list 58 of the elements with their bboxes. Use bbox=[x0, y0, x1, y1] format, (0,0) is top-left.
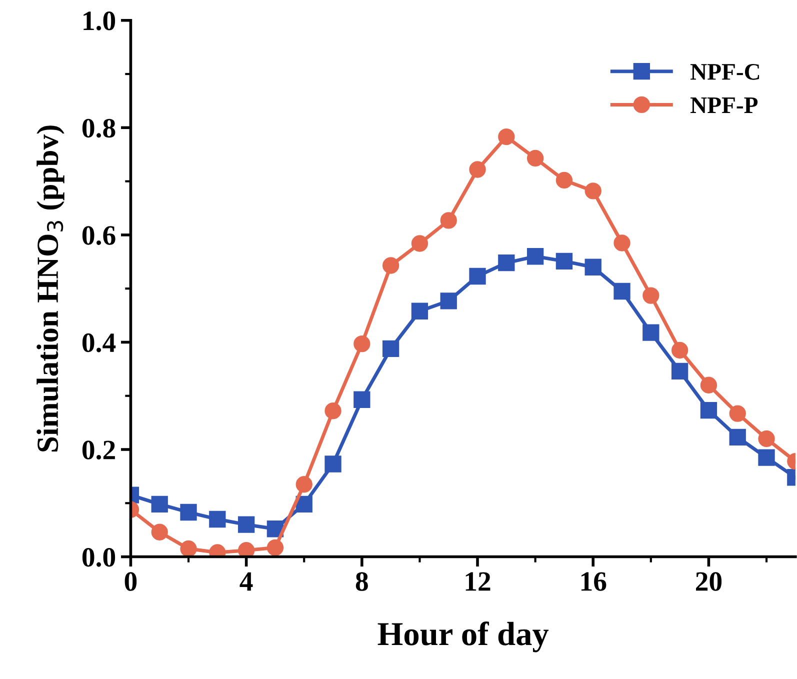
x-tick-label: 8 bbox=[356, 572, 368, 591]
x-axis-title: Hour of day bbox=[378, 622, 549, 652]
x-tick-label: 12 bbox=[466, 572, 490, 591]
point bbox=[296, 496, 312, 513]
x-tick-label: 4 bbox=[240, 572, 253, 591]
point bbox=[614, 282, 630, 300]
point bbox=[411, 302, 428, 320]
point bbox=[642, 324, 660, 341]
point bbox=[729, 405, 746, 422]
point bbox=[324, 456, 342, 472]
y-tick-label: 0.8 bbox=[82, 118, 116, 138]
point bbox=[382, 340, 400, 357]
point bbox=[440, 292, 457, 310]
point bbox=[151, 524, 168, 540]
point bbox=[700, 402, 718, 419]
point bbox=[526, 150, 544, 167]
y-tick-label: 0.6 bbox=[82, 226, 116, 245]
point bbox=[758, 430, 775, 448]
point bbox=[498, 128, 515, 146]
point bbox=[469, 161, 486, 178]
x-tick-label: 16 bbox=[581, 572, 606, 591]
point bbox=[526, 248, 544, 265]
point bbox=[266, 539, 284, 556]
legend-label: NPF-C bbox=[690, 64, 760, 80]
y-tick-label: 0.4 bbox=[82, 333, 116, 352]
point bbox=[671, 342, 688, 359]
point bbox=[324, 402, 342, 420]
y-axis-title: Simulation HNO$_{3}$ (ppbv) bbox=[36, 126, 64, 452]
point bbox=[296, 476, 312, 493]
y-tick-label: 0.2 bbox=[82, 440, 115, 460]
y-tick-label: 0.0 bbox=[82, 548, 116, 567]
legend-label: NPF-P bbox=[690, 98, 758, 113]
point bbox=[642, 287, 660, 304]
point bbox=[729, 428, 746, 446]
point bbox=[238, 516, 255, 533]
y-tick-label: 1.0 bbox=[84, 12, 116, 30]
point bbox=[382, 257, 400, 274]
point bbox=[180, 504, 197, 521]
point bbox=[151, 496, 168, 513]
point bbox=[238, 542, 255, 557]
point bbox=[671, 362, 688, 380]
x-tick-label: 20 bbox=[696, 572, 722, 591]
point bbox=[498, 254, 515, 272]
point bbox=[180, 540, 197, 557]
point bbox=[758, 449, 775, 466]
x-tick-label: 0 bbox=[124, 572, 137, 591]
point bbox=[584, 258, 602, 276]
point bbox=[556, 252, 573, 270]
point bbox=[469, 268, 486, 285]
point bbox=[614, 234, 630, 252]
point bbox=[584, 182, 602, 200]
point bbox=[354, 335, 370, 352]
point bbox=[411, 235, 428, 252]
point bbox=[354, 391, 370, 408]
point bbox=[700, 376, 718, 394]
point bbox=[440, 212, 457, 229]
point bbox=[556, 172, 573, 189]
point bbox=[209, 510, 226, 528]
